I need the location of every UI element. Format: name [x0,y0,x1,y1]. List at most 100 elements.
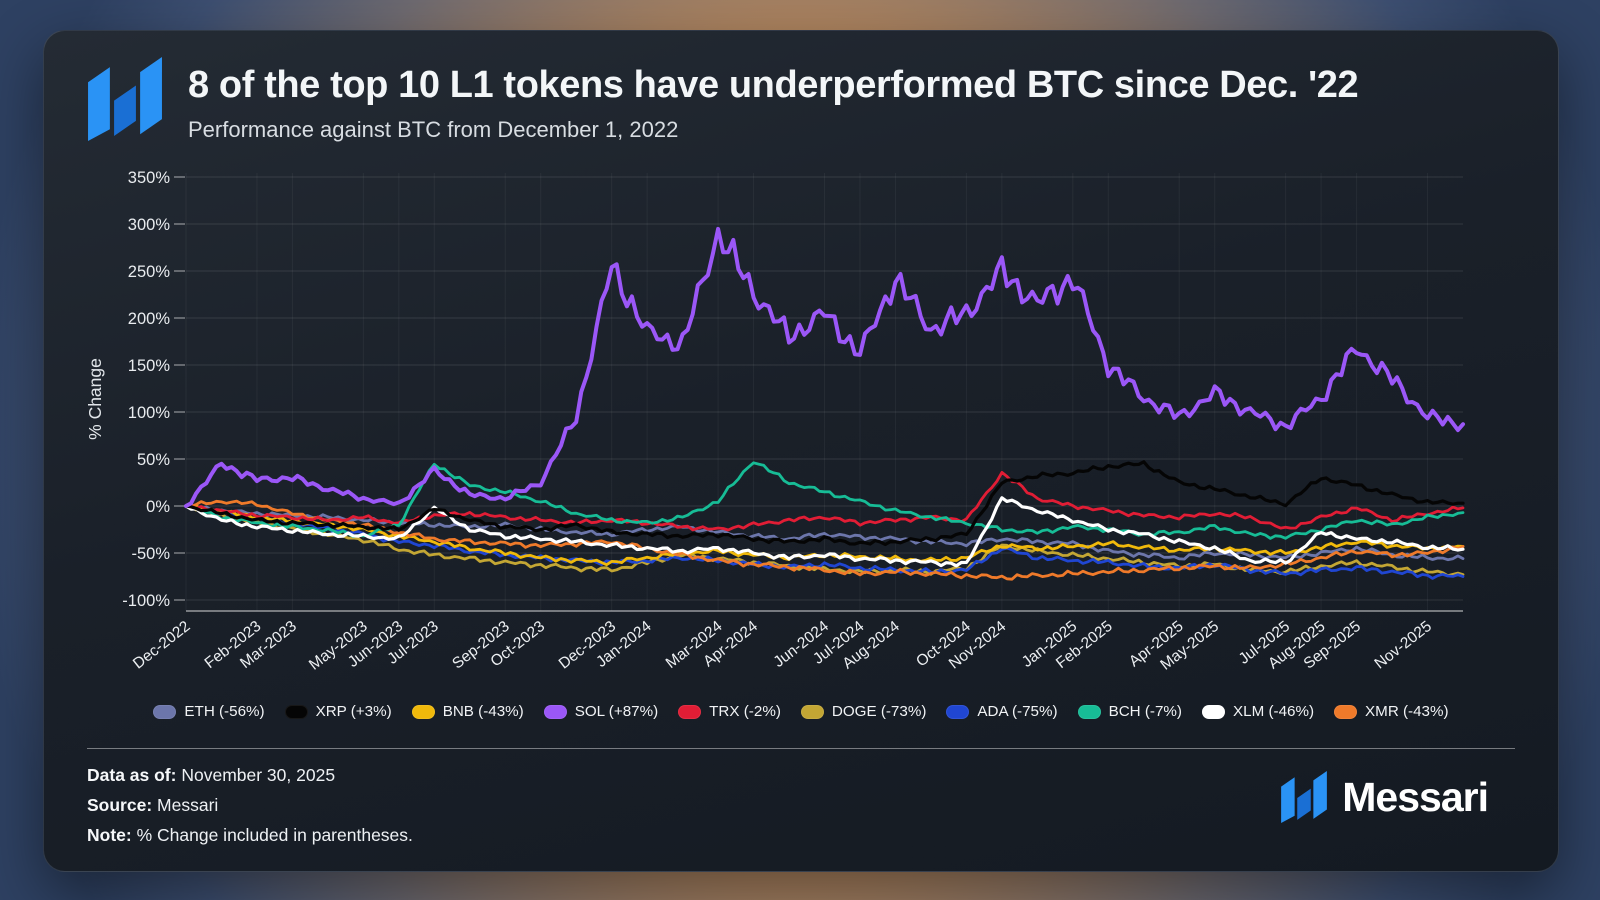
header: 8 of the top 10 L1 tokens have underperf… [86,57,1359,143]
series-line-ada [184,504,1465,580]
data-as-of-label: Data as of: [87,765,177,785]
legend-swatch-trx [678,704,702,719]
x-tick-label: Jun-2023 [345,618,406,671]
legend-label-xlm: XLM (-46%) [1233,703,1315,720]
legend-item-sol: SOL (+87%) [543,703,659,720]
x-tick-label: Nov-2024 [946,618,1010,673]
legend-label-doge: DOGE (-73%) [831,703,927,720]
x-tick-label: Dec-2023 [556,618,619,673]
series-line-bch [184,461,1465,540]
series-line-xlm [184,496,1465,568]
legend-label-trx: TRX (-2%) [709,703,781,720]
legend-item-ada: ADA (-75%) [946,703,1058,720]
legend-label-ada: ADA (-75%) [977,703,1058,720]
legend-swatch-xrp [284,704,308,719]
legend-label-xrp: XRP (+3%) [315,703,392,720]
x-tick-label: May-2023 [306,618,371,674]
y-tick-label: 0% [146,498,170,516]
y-tick-label: 300% [128,216,171,234]
series-lines [184,226,1465,581]
legend-swatch-ada [946,704,970,719]
legend-item-bnb: BNB (-43%) [411,703,524,720]
legend-swatch-xlm [1202,704,1225,719]
x-tick-label: Sep-2025 [1301,618,1364,673]
source-label: Source: [87,795,153,815]
x-tick-label: Jan-2025 [1019,618,1080,671]
source-line: Source: Messari [87,790,413,820]
x-tick-label: Dec-2022 [130,618,193,673]
legend-label-eth: ETH (-56%) [184,703,265,720]
y-tick-label: -100% [122,592,170,610]
legend-label-sol: SOL (+87%) [574,703,659,720]
x-tick-label: Apr-2024 [700,618,761,671]
x-tick-label: Jul-2024 [810,618,868,668]
x-tick-label: Jul-2023 [384,618,441,668]
vertical-gridlines [185,173,1429,611]
data-as-of-line: Data as of: November 30, 2025 [87,760,413,790]
y-tick-label: -50% [131,545,170,563]
legend-item-eth: ETH (-56%) [153,703,265,720]
footer-notes: Data as of: November 30, 2025 Source: Me… [87,760,413,850]
brand-lockup: Messari [1281,771,1489,823]
series-line-xmr [184,499,1465,581]
footer-divider [87,748,1515,749]
legend-swatch-bnb [411,704,435,719]
x-tick-label: Feb-2025 [1053,618,1116,672]
x-tick-label: Jan-2024 [593,618,655,671]
page-subtitle: Performance against BTC from December 1,… [188,116,679,142]
legend-swatch-eth [153,704,177,719]
series-line-bnb [184,504,1465,567]
x-tick-label: Nov-2025 [1372,618,1435,673]
data-as-of-value: November 30, 2025 [181,765,336,785]
note-line: Note: % Change included in parentheses. [87,820,413,850]
chart-card: 350% 300% 250% 200% 150% 100% 50% 0% -50% -100% % … [43,30,1559,872]
x-tick-label: Oct-2023 [487,618,548,671]
legend-item-trx: TRX (-2%) [678,703,781,720]
series-line-doge [184,504,1465,578]
legend-item-xmr: XMR (-43%) [1334,703,1449,720]
y-tick-label: 50% [137,451,170,469]
legend-swatch-doge [800,704,824,719]
x-tick-label: Jun-2024 [771,618,833,671]
x-tick-label: Sep-2023 [449,618,512,673]
legend-item-xrp: XRP (+3%) [284,703,392,720]
series-line-xrp [184,460,1465,547]
legend-swatch-bch [1077,704,1101,719]
note-value: % Change included in parentheses. [136,825,413,845]
series-line-sol [184,226,1465,508]
legend-item-bch: BCH (-7%) [1077,703,1182,720]
y-tick-label: 150% [128,357,171,375]
brand-wordmark: Messari [1342,773,1489,820]
chart-legend: ETH (-56%) XRP (+3%) BNB (-43%) SOL (+87%) T… [44,703,1558,720]
legend-swatch-xmr [1334,704,1358,719]
y-tick-label: 250% [128,263,171,281]
legend-label-xmr: XMR (-43%) [1365,703,1449,720]
horizontal-gridlines: 350% 300% 250% 200% 150% 100% 50% 0% -50% -100% [122,169,1463,610]
legend-label-bch: BCH (-7%) [1108,703,1182,720]
legend-label-bnb: BNB (-43%) [442,703,524,720]
messari-brand-logo-icon [1281,771,1328,823]
series-line-eth [184,503,1465,562]
x-tick-label: Feb-2023 [202,618,265,672]
y-tick-label: 350% [128,169,171,187]
legend-swatch-sol [543,704,567,719]
note-label: Note: [87,825,132,845]
y-tick-label: 200% [128,310,171,328]
x-tick-label: Mar-2023 [237,618,300,672]
x-tick-label: Apr-2025 [1126,618,1187,671]
y-tick-label: 100% [128,404,171,422]
x-tick-label: May-2025 [1157,618,1222,674]
source-value: Messari [157,795,219,815]
x-tick-label: Aug-2024 [839,618,903,673]
page-title: 8 of the top 10 L1 tokens have underperf… [188,64,1359,106]
y-axis-label: % Change [85,358,105,440]
legend-item-xlm: XLM (-46%) [1202,703,1314,720]
header-text: 8 of the top 10 L1 tokens have underperf… [188,57,1359,143]
x-tick-label: Aug-2025 [1265,618,1328,673]
x-tick-label: Mar-2024 [663,618,726,672]
series-line-trx [184,470,1465,532]
messari-logo-icon [88,57,162,141]
legend-item-doge: DOGE (-73%) [800,703,927,720]
